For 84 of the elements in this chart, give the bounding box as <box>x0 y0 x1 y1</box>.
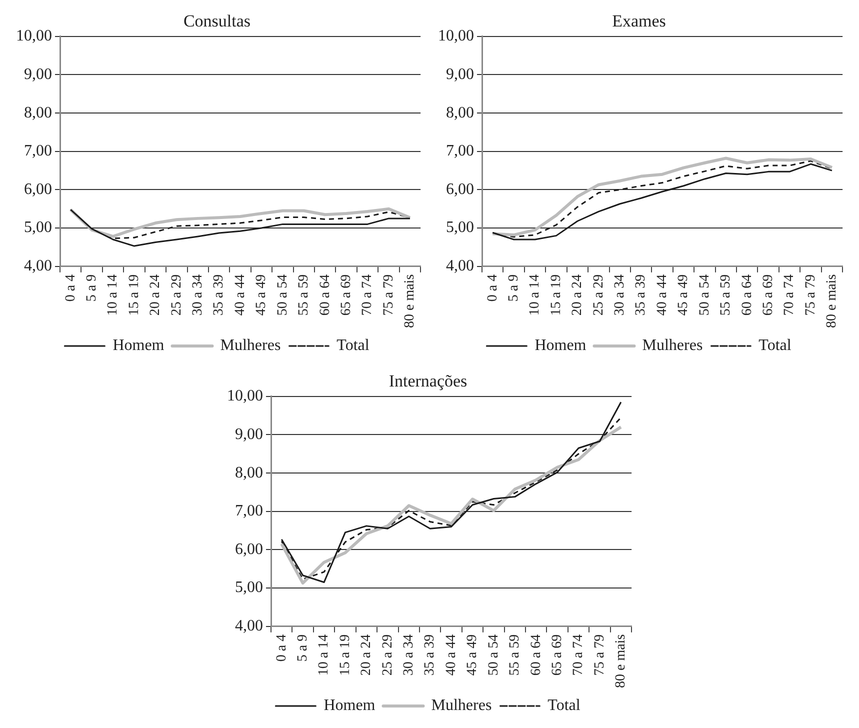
x-tick-label: 5 a 9 <box>294 634 310 662</box>
x-tick-label: 5 a 9 <box>84 274 99 302</box>
x-tick-label: 65 a 69 <box>338 274 354 316</box>
x-tick-label: 30 a 34 <box>190 274 206 316</box>
x-tick-label: 15 a 19 <box>126 274 142 316</box>
y-tick-label: 7,00 <box>234 502 262 520</box>
x-tick-label: 65 a 69 <box>760 274 776 316</box>
x-tick-label: 75 a 79 <box>380 274 396 316</box>
x-tick-label: 55 a 59 <box>718 274 734 316</box>
x-tick-label: 55 a 59 <box>507 634 522 676</box>
legend-label: Mulheres <box>642 337 702 354</box>
x-tick-label: 50 a 54 <box>696 274 712 316</box>
legend-label: Total <box>758 337 792 354</box>
y-tick-label: 8,00 <box>446 104 474 122</box>
x-tick-label: 10 a 14 <box>527 274 542 316</box>
y-tick-label: 4,00 <box>446 258 474 275</box>
y-tick-label: 10,00 <box>226 388 262 405</box>
legend-label: Homem <box>323 697 376 714</box>
x-tick-label: 0 a 4 <box>274 634 289 662</box>
x-tick-label: 35 a 39 <box>211 274 226 316</box>
x-tick-label: 60 a 64 <box>739 274 754 316</box>
y-tick-label: 5,00 <box>446 219 474 236</box>
x-tick-label: 70 a 74 <box>360 274 375 316</box>
chart-title: Exames <box>612 12 666 31</box>
legend-label: Homem <box>534 337 586 354</box>
x-tick-label: 55 a 59 <box>296 274 312 316</box>
x-tick-label: 45 a 49 <box>254 274 269 316</box>
x-tick-label: 50 a 54 <box>486 634 501 676</box>
x-tick-label: 0 a 4 <box>484 274 500 302</box>
y-tick-label: 6,00 <box>24 180 52 198</box>
x-tick-label: 15 a 19 <box>337 634 352 676</box>
y-tick-label: 8,00 <box>234 464 262 482</box>
x-tick-label: 50 a 54 <box>274 274 290 316</box>
x-tick-label: 40 a 44 <box>654 274 670 316</box>
chart-title: Consultas <box>182 12 250 31</box>
x-tick-label: 20 a 24 <box>358 634 374 676</box>
x-tick-label: 45 a 49 <box>676 274 691 316</box>
x-tick-label: 30 a 34 <box>401 634 416 676</box>
x-tick-label: 80 e mais <box>824 274 840 328</box>
y-tick-label: 5,00 <box>24 219 52 236</box>
x-tick-label: 5 a 9 <box>506 274 521 302</box>
y-tick-label: 6,00 <box>446 180 474 198</box>
x-tick-label: 60 a 64 <box>317 274 332 316</box>
x-tick-label: 75 a 79 <box>592 634 607 676</box>
x-tick-label: 0 a 4 <box>62 274 78 302</box>
x-tick-label: 80 e mais <box>613 634 628 688</box>
legend-label: Mulheres <box>430 697 492 714</box>
x-tick-label: 40 a 44 <box>443 634 458 676</box>
chart-title: Internações <box>388 372 467 391</box>
y-tick-label: 7,00 <box>24 142 52 160</box>
x-tick-label: 40 a 44 <box>232 274 248 316</box>
y-tick-label: 10,00 <box>16 28 52 45</box>
x-tick-label: 10 a 14 <box>316 634 332 676</box>
y-tick-label: 4,00 <box>234 618 262 635</box>
y-tick-label: 5,00 <box>234 579 262 596</box>
y-tick-label: 6,00 <box>234 540 262 558</box>
x-tick-label: 20 a 24 <box>570 274 585 316</box>
legend-label: Homem <box>112 337 164 354</box>
x-tick-label: 75 a 79 <box>802 274 818 316</box>
y-tick-label: 8,00 <box>24 104 52 122</box>
x-tick-label: 10 a 14 <box>105 274 120 316</box>
legend-label: Total <box>547 697 580 714</box>
y-tick-label: 9,00 <box>234 426 262 443</box>
x-tick-label: 35 a 39 <box>633 274 648 316</box>
x-tick-label: 65 a 69 <box>550 634 565 676</box>
legend-label: Total <box>336 337 370 354</box>
x-tick-label: 25 a 29 <box>590 274 606 316</box>
x-tick-label: 70 a 74 <box>782 274 797 316</box>
x-tick-label: 70 a 74 <box>570 634 586 676</box>
x-tick-label: 30 a 34 <box>612 274 628 316</box>
x-tick-label: 25 a 29 <box>168 274 184 316</box>
x-tick-label: 80 e mais <box>402 274 418 328</box>
y-tick-label: 10,00 <box>438 28 474 45</box>
y-tick-label: 7,00 <box>446 142 474 160</box>
legend-label: Mulheres <box>220 337 280 354</box>
x-tick-label: 20 a 24 <box>148 274 163 316</box>
x-tick-label: 15 a 19 <box>548 274 564 316</box>
y-tick-label: 4,00 <box>24 258 52 275</box>
x-tick-label: 25 a 29 <box>380 634 395 676</box>
y-tick-label: 9,00 <box>446 66 474 83</box>
x-tick-label: 45 a 49 <box>464 634 480 676</box>
x-tick-label: 35 a 39 <box>422 634 438 676</box>
y-tick-label: 9,00 <box>24 66 52 83</box>
x-tick-label: 60 a 64 <box>528 634 544 676</box>
